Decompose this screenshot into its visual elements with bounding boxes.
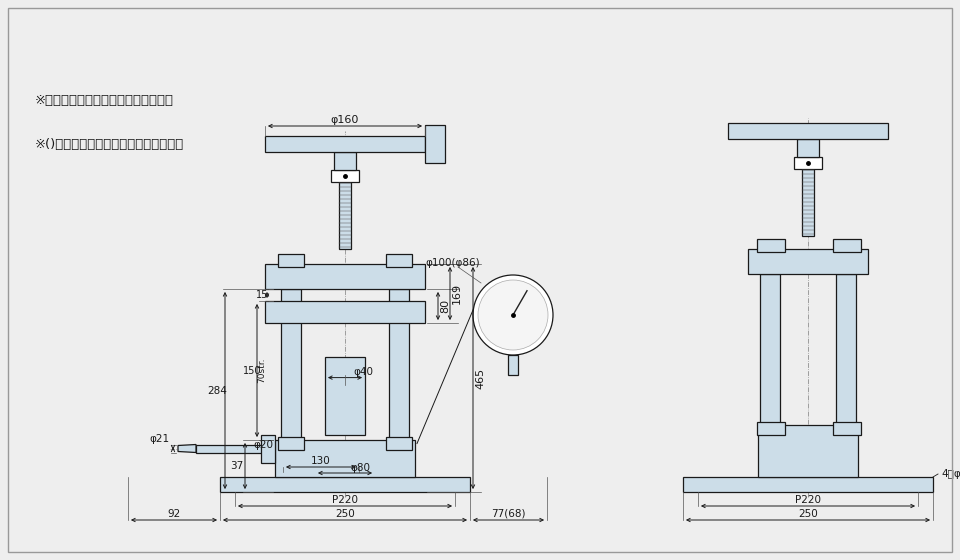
Bar xyxy=(386,254,412,267)
Bar xyxy=(334,152,356,170)
Bar xyxy=(261,435,275,463)
Text: 77(68): 77(68) xyxy=(491,509,525,519)
Bar xyxy=(797,139,819,157)
Bar xyxy=(220,477,470,492)
Bar xyxy=(508,355,518,375)
Bar xyxy=(275,440,415,477)
Text: 5000
N: 5000 N xyxy=(507,320,523,332)
Bar xyxy=(794,157,822,169)
Text: φ21: φ21 xyxy=(149,435,169,445)
Text: φ40: φ40 xyxy=(353,367,373,376)
Bar xyxy=(196,445,273,452)
Bar xyxy=(760,274,780,425)
Text: 130: 130 xyxy=(311,456,331,466)
Text: P220: P220 xyxy=(332,495,358,505)
Bar xyxy=(425,125,445,163)
Text: 150: 150 xyxy=(243,366,261,376)
Text: ※図面はアナログゲージタイプです。: ※図面はアナログゲージタイプです。 xyxy=(35,94,174,106)
Bar xyxy=(748,249,868,274)
Text: 4～φ9: 4～φ9 xyxy=(941,469,960,479)
Text: P220: P220 xyxy=(795,495,821,505)
Bar xyxy=(728,123,888,139)
Text: φ20: φ20 xyxy=(253,440,273,450)
Bar xyxy=(386,437,412,450)
Text: 15: 15 xyxy=(255,290,268,300)
Bar xyxy=(265,301,425,323)
Circle shape xyxy=(473,275,553,355)
Bar xyxy=(339,182,351,249)
Text: φ100(φ86): φ100(φ86) xyxy=(425,258,480,268)
Bar xyxy=(833,422,861,435)
Text: 70str.: 70str. xyxy=(257,358,267,383)
Bar xyxy=(683,477,933,492)
Bar xyxy=(265,136,425,152)
Text: 284: 284 xyxy=(207,385,227,395)
Bar xyxy=(833,239,861,252)
Text: 465: 465 xyxy=(475,367,485,389)
Bar xyxy=(758,425,858,477)
Text: φ160: φ160 xyxy=(331,115,359,125)
Bar xyxy=(278,437,304,450)
Text: 37: 37 xyxy=(230,461,244,471)
Polygon shape xyxy=(178,445,196,452)
Text: φ80: φ80 xyxy=(350,463,370,473)
Text: 250: 250 xyxy=(335,509,355,519)
Text: 80: 80 xyxy=(440,299,450,313)
Bar xyxy=(281,289,301,440)
Bar xyxy=(331,170,359,182)
Text: 92: 92 xyxy=(167,509,180,519)
Text: 250: 250 xyxy=(798,509,818,519)
Bar xyxy=(757,239,785,252)
Bar xyxy=(757,422,785,435)
Bar xyxy=(389,289,409,440)
Text: 169: 169 xyxy=(452,283,462,304)
Bar xyxy=(802,169,814,236)
Bar xyxy=(325,357,365,435)
Text: ※()寸法はデジタルゲージタイプです。: ※()寸法はデジタルゲージタイプです。 xyxy=(35,138,184,152)
Circle shape xyxy=(478,280,548,350)
Bar xyxy=(836,274,856,425)
Bar xyxy=(265,264,425,289)
Bar xyxy=(278,254,304,267)
